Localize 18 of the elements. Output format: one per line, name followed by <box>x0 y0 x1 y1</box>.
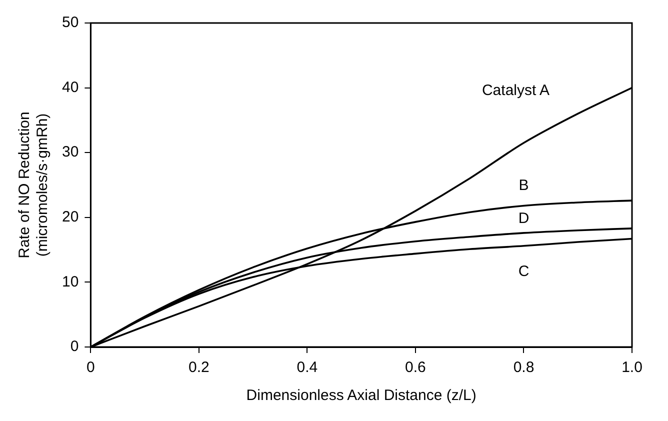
series-label: D <box>518 210 530 228</box>
x-tick-label: 0.4 <box>296 359 318 376</box>
x-tick-label: 0 <box>86 359 95 376</box>
x-tick-label: 0.8 <box>513 359 534 376</box>
y-tick-label: 30 <box>62 144 79 161</box>
y-tick-label: 0 <box>70 338 79 356</box>
series-label: B <box>518 176 529 194</box>
x-tick-label: 0.6 <box>405 359 426 376</box>
y-tick-label: 40 <box>62 78 79 96</box>
x-axis-title: Dimensionless Axial Distance (z/L) <box>246 387 476 404</box>
series-label: Catalyst A <box>482 82 550 100</box>
x-tick-label: 0.2 <box>188 359 210 376</box>
x-tick-label: 1.0 <box>622 359 642 376</box>
series-label: C <box>518 263 530 280</box>
y-axis-title: Rate of NO Reduction (micromoles/s·gmRh) <box>16 112 52 258</box>
y-tick-label: 50 <box>62 14 79 32</box>
y-tick-label: 20 <box>62 208 79 226</box>
y-tick-label: 10 <box>62 273 79 290</box>
